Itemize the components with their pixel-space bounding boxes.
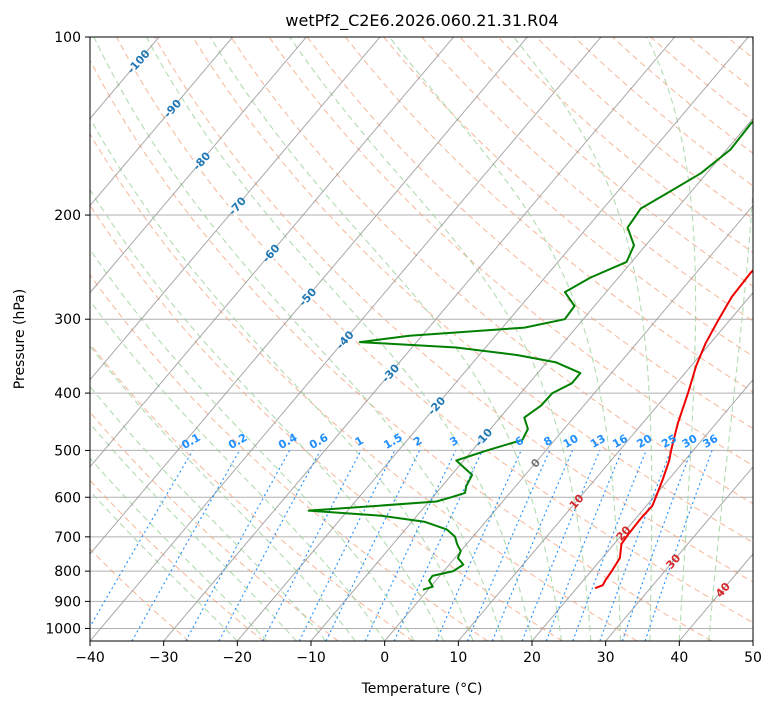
isotherm — [605, 466, 753, 641]
dry-adiabat — [306, 37, 753, 430]
moist-adiabat — [289, 37, 592, 641]
mixing-ratio-line — [364, 450, 457, 641]
dry-adiabat — [116, 37, 753, 624]
moist-adiabat — [145, 37, 533, 641]
y-tick-label: 100 — [54, 30, 81, 46]
x-tick-label: −30 — [149, 650, 179, 666]
mixing-ratio-line — [298, 450, 396, 641]
mixing-ratio-line — [545, 450, 623, 641]
moist-adiabat — [90, 457, 268, 641]
y-tick-label: 500 — [54, 443, 81, 459]
temperature-profile — [594, 269, 753, 590]
moist-adiabat — [90, 117, 474, 641]
moist-adiabat — [90, 490, 238, 641]
plot-area — [90, 37, 753, 641]
x-tick-label: 20 — [523, 650, 541, 666]
isotherm — [531, 379, 753, 641]
isotherm-label-bg — [190, 149, 212, 172]
dry-adiabat — [268, 37, 753, 467]
chart-title: wetPf2_C2E6.2026.060.21.31.R04 — [285, 11, 558, 31]
dry-adiabat — [154, 37, 753, 583]
dry-adiabat — [90, 479, 264, 641]
y-tick-label: 200 — [54, 208, 81, 224]
isotherm — [90, 37, 528, 555]
moist-adiabat — [388, 37, 621, 641]
isotherm-label-bg — [259, 241, 282, 264]
x-tick-label: 40 — [670, 650, 688, 666]
mixing-ratio-line — [131, 450, 241, 641]
moist-adiabat — [646, 37, 697, 641]
moist-adiabat — [90, 344, 356, 641]
moist-adiabat — [708, 37, 753, 641]
axis-ticks: −40 −30 −20 −10 0 10 20 30 40 50 100 200 300 400 500 60… — [45, 30, 762, 666]
isotherm-label-bg — [333, 328, 356, 351]
y-tick-label: 700 — [54, 530, 81, 546]
dewpoint-profile — [307, 120, 753, 591]
mixing-ratio-line — [262, 450, 362, 641]
mixing-ratio-line — [644, 450, 713, 641]
isotherm — [90, 37, 234, 207]
isotherm — [90, 37, 602, 641]
isotherm-label-bg — [225, 194, 248, 217]
moist-adiabat — [90, 385, 327, 641]
dry-adiabat — [90, 342, 414, 641]
moist-adiabat — [209, 37, 563, 641]
dry-adiabat — [90, 204, 563, 641]
isotherm — [90, 37, 455, 468]
mixing-ratio-line — [90, 450, 194, 628]
isotherm-label-bg — [472, 425, 494, 448]
isotherm — [90, 37, 160, 120]
mixing-ratio-line — [435, 450, 522, 641]
isotherm — [236, 37, 749, 641]
isotherm-label-bg — [161, 96, 183, 120]
mixing-ratio-line — [491, 450, 574, 641]
isotherm — [163, 37, 676, 641]
isotherm-label-bg — [425, 394, 447, 417]
dry-adiabat — [90, 59, 712, 641]
dry-adiabat — [90, 274, 488, 641]
isotherm — [90, 37, 381, 381]
moist-adiabat — [90, 299, 386, 641]
isotherm — [457, 291, 753, 641]
y-tick-label: 300 — [54, 312, 81, 328]
mixing-ratio-line — [521, 450, 601, 641]
moist-adiabat — [90, 248, 415, 641]
dry-adiabat — [90, 548, 190, 641]
x-tick-label: −10 — [296, 650, 326, 666]
x-tick-label: −20 — [223, 650, 253, 666]
moist-adiabat — [513, 37, 653, 641]
y-tick-label: 400 — [54, 386, 81, 402]
mixing-ratio-line — [218, 450, 321, 641]
isotherm — [90, 37, 307, 294]
x-tick-label: 50 — [744, 650, 762, 666]
plot-frame — [89, 36, 754, 642]
mixing-ratio-line — [185, 450, 291, 641]
y-tick-label: 900 — [54, 594, 81, 610]
isotherm — [310, 117, 753, 641]
isotherm-label-bg — [296, 285, 318, 308]
profile-lines — [307, 120, 753, 591]
mixing-ratio-line — [325, 450, 421, 641]
y-tick-label: 800 — [54, 564, 81, 580]
x-tick-label: 0 — [380, 650, 389, 666]
y-axis-label: Pressure (hPa) — [12, 289, 28, 389]
isotherm-label-bg — [127, 50, 149, 73]
y-tick-label: 1000 — [45, 621, 81, 637]
x-tick-label: 30 — [597, 650, 615, 666]
x-tick-label: 10 — [449, 650, 467, 666]
mixing-ratio-line — [393, 450, 483, 641]
mixing-ratio-line — [621, 450, 692, 641]
isotherm-label-bg — [379, 361, 401, 384]
y-tick-label: 600 — [54, 490, 81, 506]
isotherm — [384, 204, 753, 641]
x-tick-label: −40 — [75, 650, 105, 666]
moist-adiabat — [93, 37, 504, 641]
mixing-ratio-line — [466, 450, 551, 641]
x-axis-label: Temperature (°C) — [361, 681, 483, 697]
dry-adiabat — [90, 133, 638, 641]
moist-adiabat — [90, 422, 297, 641]
moist-adiabat — [90, 188, 445, 641]
